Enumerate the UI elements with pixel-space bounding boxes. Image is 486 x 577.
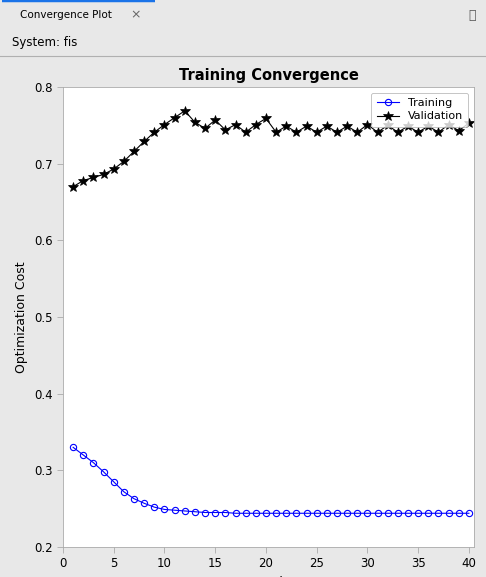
- Legend: Training, Validation: Training, Validation: [371, 92, 469, 127]
- Training: [324, 510, 330, 517]
- Text: Convergence Plot: Convergence Plot: [20, 10, 112, 20]
- Title: Training Convergence: Training Convergence: [178, 68, 359, 83]
- Training: [344, 510, 350, 517]
- Validation: [263, 115, 269, 122]
- Training: [385, 510, 391, 517]
- Validation: [253, 121, 259, 128]
- Training: [425, 510, 431, 517]
- Validation: [121, 158, 127, 165]
- Validation: [304, 123, 310, 130]
- Text: ×: ×: [130, 8, 140, 21]
- Validation: [101, 171, 106, 178]
- Training: [121, 488, 127, 495]
- Y-axis label: Optimization Cost: Optimization Cost: [16, 261, 28, 373]
- Training: [70, 444, 76, 451]
- Validation: [375, 129, 381, 136]
- Training: [283, 510, 289, 517]
- Validation: [111, 166, 117, 173]
- Validation: [131, 148, 137, 155]
- Validation: [334, 129, 340, 136]
- Line: Training: Training: [70, 444, 472, 516]
- Validation: [294, 129, 299, 136]
- X-axis label: Epoch: Epoch: [249, 576, 288, 577]
- Validation: [344, 123, 350, 130]
- Validation: [70, 183, 76, 190]
- Training: [435, 510, 441, 517]
- Validation: [192, 119, 198, 126]
- Validation: [172, 114, 177, 121]
- Validation: [273, 129, 279, 136]
- Validation: [202, 125, 208, 132]
- Training: [233, 510, 239, 517]
- Validation: [405, 123, 411, 130]
- Training: [466, 510, 472, 517]
- Training: [364, 510, 370, 517]
- Validation: [435, 129, 441, 136]
- Training: [80, 452, 86, 459]
- Validation: [243, 129, 248, 136]
- Training: [354, 510, 360, 517]
- Training: [161, 506, 167, 513]
- Training: [253, 510, 259, 517]
- Training: [192, 508, 198, 515]
- Validation: [324, 123, 330, 130]
- Training: [304, 510, 310, 517]
- Training: [405, 510, 411, 517]
- Training: [446, 510, 451, 517]
- Training: [131, 495, 137, 502]
- Validation: [152, 129, 157, 136]
- Validation: [182, 107, 188, 114]
- Training: [456, 510, 462, 517]
- Training: [415, 510, 421, 517]
- Validation: [314, 129, 320, 136]
- Validation: [283, 123, 289, 130]
- Validation: [446, 121, 451, 128]
- Training: [263, 510, 269, 517]
- Training: [314, 510, 320, 517]
- Training: [223, 509, 228, 516]
- Validation: [425, 123, 431, 130]
- Validation: [223, 126, 228, 133]
- Validation: [233, 121, 239, 128]
- Training: [152, 504, 157, 511]
- Validation: [395, 129, 401, 136]
- Validation: [141, 138, 147, 145]
- Validation: [90, 174, 96, 181]
- Validation: [364, 121, 370, 128]
- Training: [111, 478, 117, 485]
- Training: [243, 510, 248, 517]
- Validation: [466, 119, 472, 126]
- Training: [90, 459, 96, 466]
- Text: ⛯: ⛯: [468, 9, 476, 22]
- Training: [212, 509, 218, 516]
- Validation: [385, 122, 391, 129]
- Validation: [80, 177, 86, 184]
- Training: [172, 507, 177, 514]
- Training: [202, 509, 208, 516]
- Training: [141, 500, 147, 507]
- Validation: [354, 129, 360, 136]
- Validation: [456, 128, 462, 134]
- Validation: [161, 121, 167, 128]
- Training: [182, 508, 188, 515]
- Line: Validation: Validation: [69, 106, 474, 192]
- Training: [273, 510, 279, 517]
- Training: [395, 510, 401, 517]
- Validation: [415, 129, 421, 136]
- Training: [101, 469, 106, 475]
- Text: System: fis: System: fis: [12, 36, 78, 50]
- Training: [334, 510, 340, 517]
- Training: [294, 510, 299, 517]
- Validation: [212, 117, 218, 123]
- Training: [375, 510, 381, 517]
